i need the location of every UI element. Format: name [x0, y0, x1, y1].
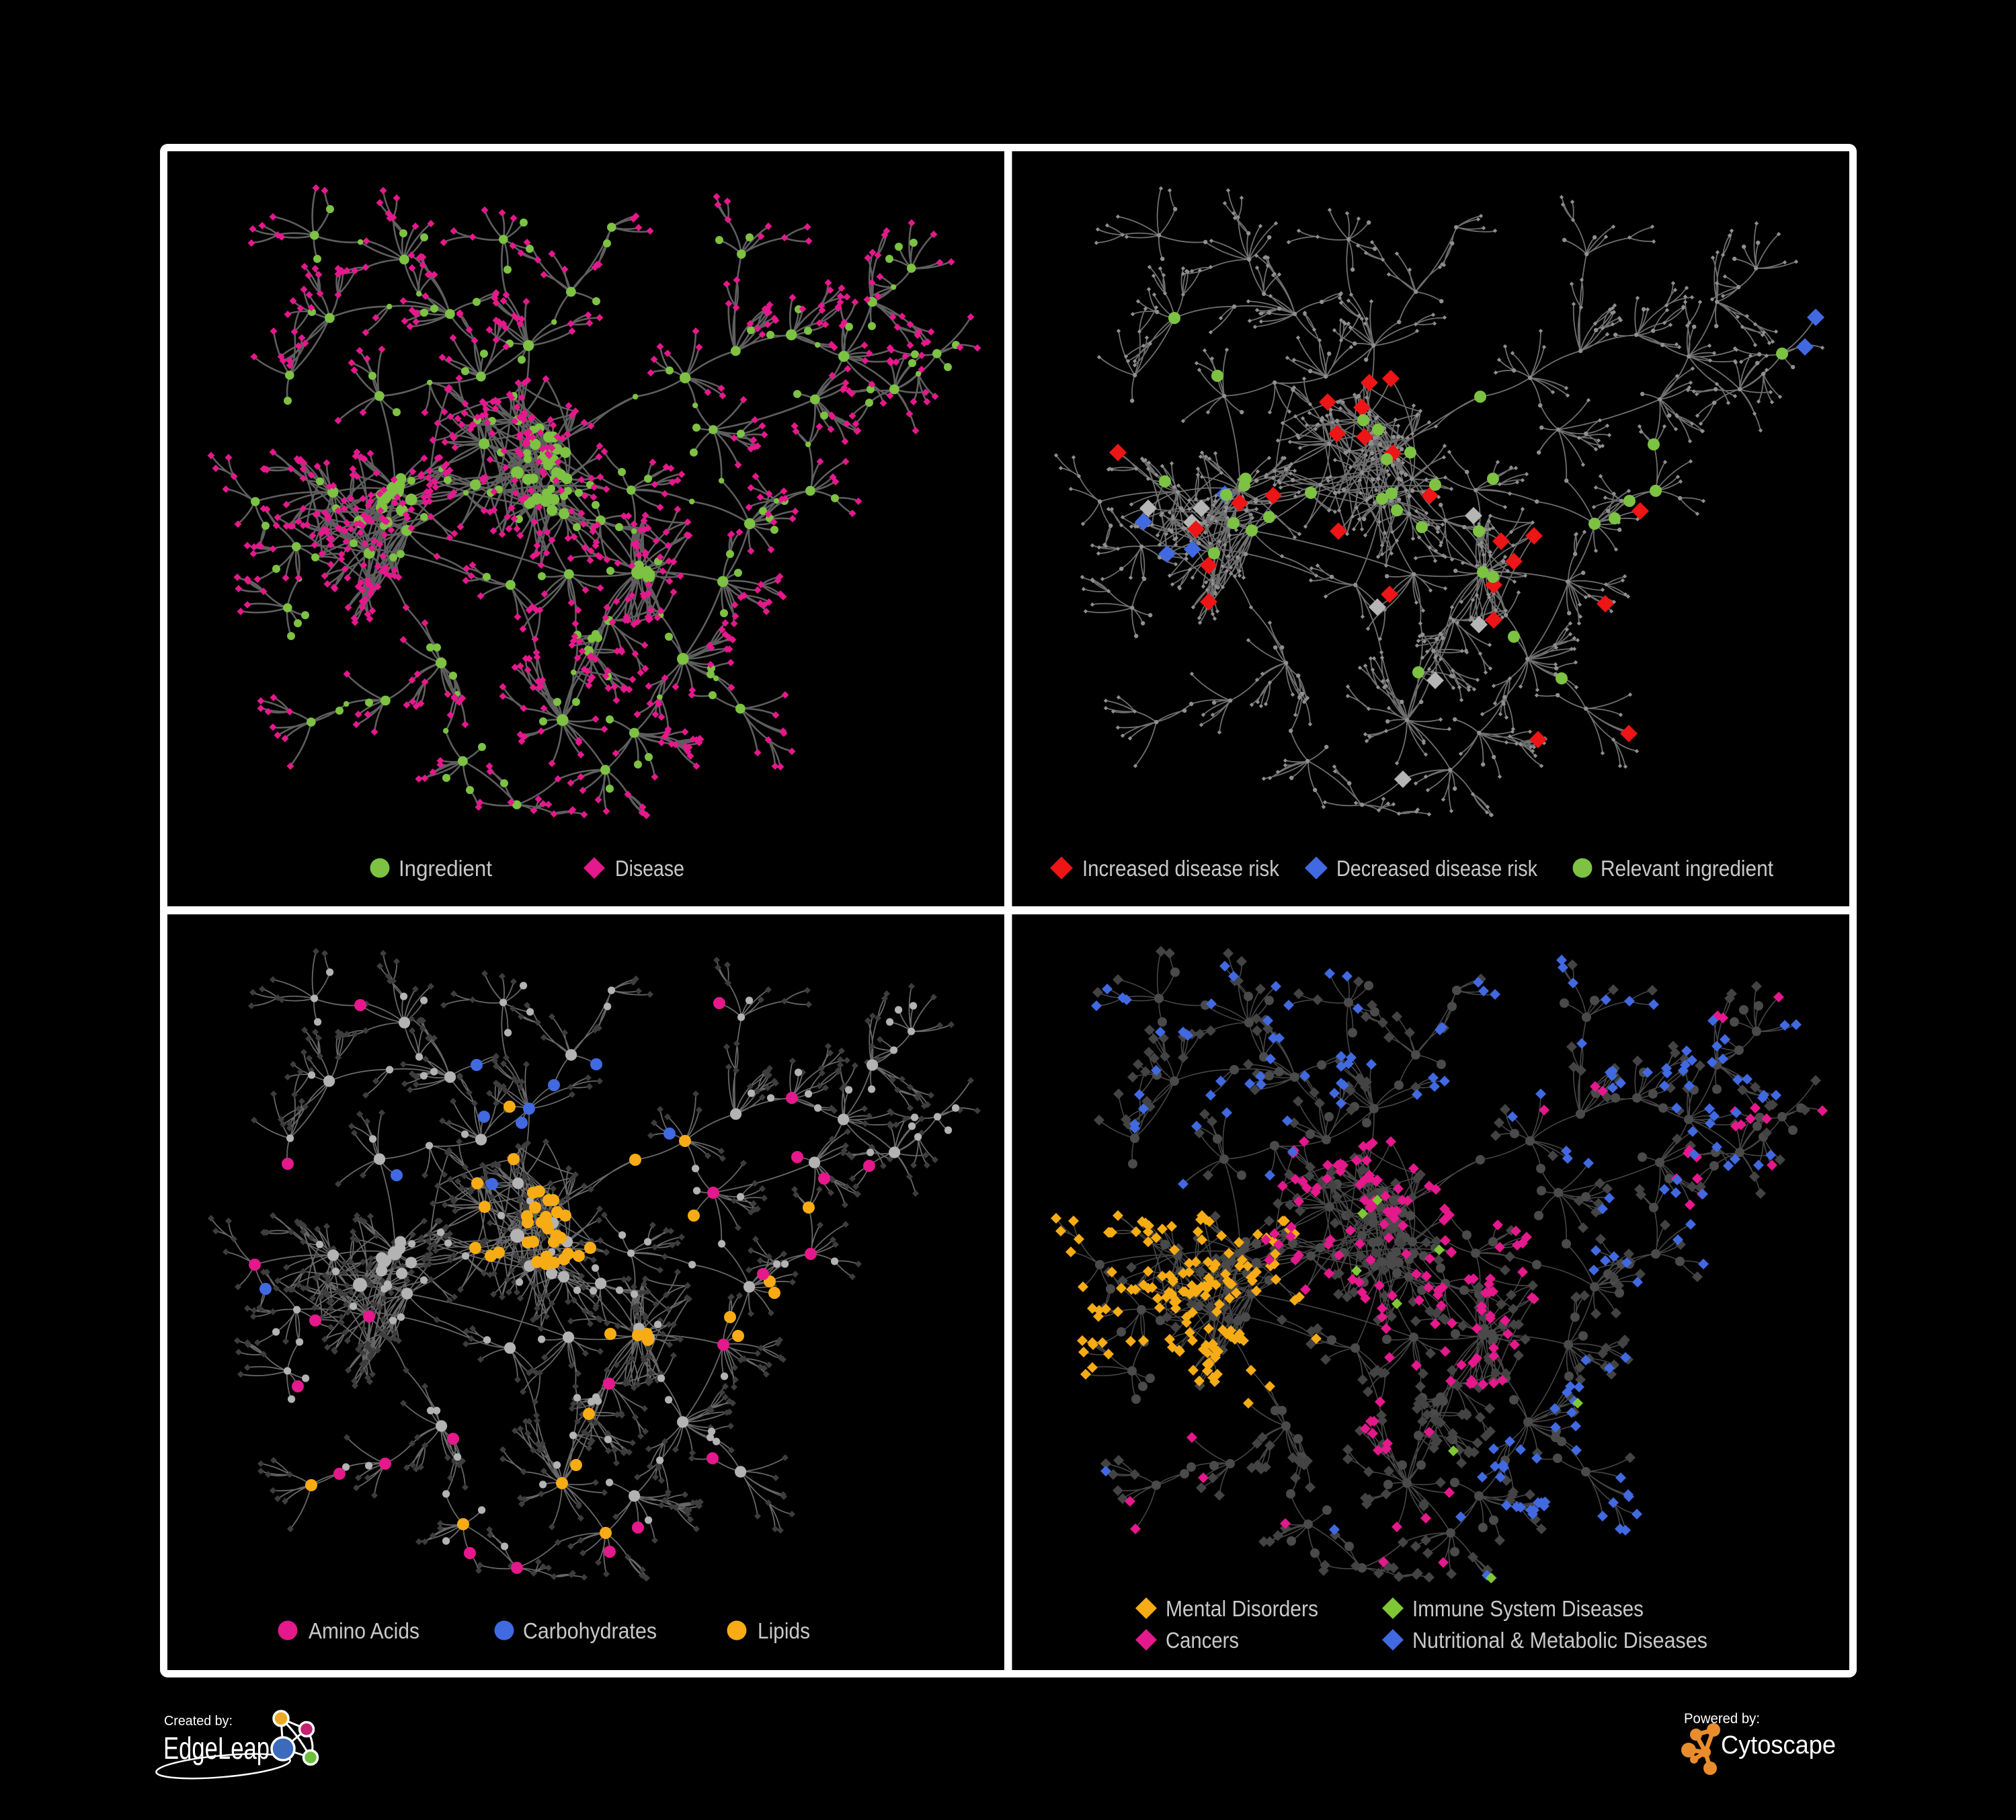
svg-text:Disease: Disease: [615, 856, 684, 881]
svg-text:Mental Disorders: Mental Disorders: [1166, 1596, 1318, 1621]
svg-text:Nutritional & Metabolic Diseas: Nutritional & Metabolic Diseases: [1412, 1628, 1707, 1653]
svg-text:Lipids: Lipids: [758, 1618, 810, 1643]
svg-text:Cytoscape: Cytoscape: [1721, 1731, 1836, 1759]
svg-text:Decreased disease risk: Decreased disease risk: [1336, 856, 1537, 881]
svg-text:Ingredient: Ingredient: [399, 856, 492, 881]
svg-text:Created by:: Created by:: [164, 1714, 233, 1729]
svg-text:Amino Acids: Amino Acids: [309, 1618, 419, 1643]
svg-text:Increased disease risk: Increased disease risk: [1082, 856, 1279, 881]
svg-text:Relevant ingredient: Relevant ingredient: [1601, 856, 1773, 881]
svg-text:Carbohydrates: Carbohydrates: [523, 1618, 657, 1643]
svg-text:Powered by:: Powered by:: [1684, 1711, 1760, 1727]
svg-text:Immune System Diseases: Immune System Diseases: [1412, 1596, 1644, 1621]
svg-text:Cancers: Cancers: [1166, 1628, 1239, 1653]
svg-text:EdgeLeap: EdgeLeap: [163, 1731, 270, 1766]
